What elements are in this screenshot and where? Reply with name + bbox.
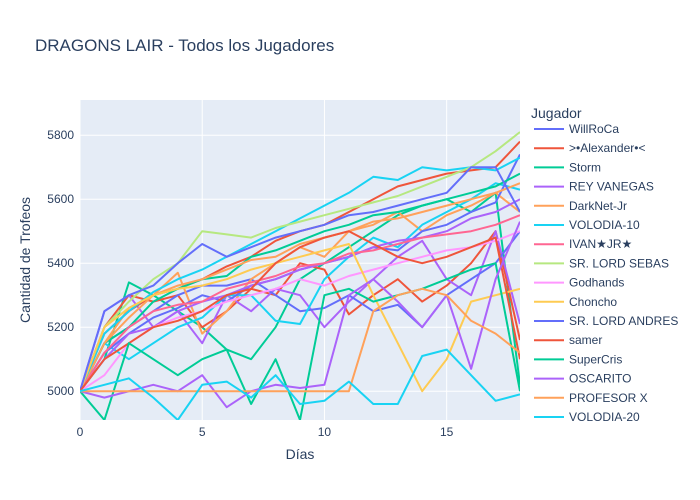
legend-label: VOLODIA-20 xyxy=(569,410,640,424)
legend-item[interactable]: IVAN★JR★ xyxy=(534,237,632,251)
y-tick-label: 5600 xyxy=(47,192,74,206)
legend-item[interactable]: Storm xyxy=(534,160,601,174)
legend-item[interactable]: OSCARITO xyxy=(534,372,631,386)
legend-label: >•Alexander•< xyxy=(569,141,645,155)
x-tick-label: 15 xyxy=(440,425,454,439)
legend-label: SuperCris xyxy=(569,352,622,366)
legend-item[interactable]: samer xyxy=(534,333,602,347)
legend-item[interactable]: >•Alexander•< xyxy=(534,141,645,155)
legend-label: Choncho xyxy=(569,295,617,309)
series-line xyxy=(80,182,520,392)
series-line xyxy=(80,166,520,392)
legend-item[interactable]: PROFESOR X xyxy=(534,391,648,405)
series-lines xyxy=(80,131,520,420)
legend-label: Godhands xyxy=(569,276,624,290)
series-line xyxy=(80,287,520,393)
legend-item[interactable]: VOLODIA-10 xyxy=(534,218,640,232)
x-tick-label: 0 xyxy=(77,425,84,439)
legend-item[interactable]: Godhands xyxy=(534,276,624,290)
y-tick-label: 5200 xyxy=(47,320,74,334)
x-axis-label: Días xyxy=(286,446,315,462)
legend-items: WillRoCa >•Alexander•< Storm REY VANEGAS Dar… xyxy=(534,122,678,424)
legend-item[interactable]: SR. LORD ANDRES xyxy=(534,314,678,328)
series-line xyxy=(80,348,520,420)
series-line xyxy=(80,262,520,420)
plot-background xyxy=(80,100,520,420)
series-line xyxy=(80,172,520,392)
legend-title: Jugador xyxy=(531,105,582,121)
legend-label: WillRoCa xyxy=(569,122,619,136)
legend-item[interactable]: VOLODIA-20 xyxy=(534,410,640,424)
legend[interactable]: Jugador WillRoCa >•Alexander•< Storm REY VA… xyxy=(531,105,678,424)
legend-label: OSCARITO xyxy=(569,372,631,386)
plot-area xyxy=(79,100,520,420)
x-axis: 0 5 10 15 xyxy=(77,425,454,439)
legend-label: REY VANEGAS xyxy=(569,180,654,194)
legend-item[interactable]: SuperCris xyxy=(534,352,622,366)
legend-label: SR. LORD ANDRES xyxy=(569,314,678,328)
legend-item[interactable]: DarkNet-Jr xyxy=(534,199,627,213)
legend-item[interactable]: Choncho xyxy=(534,295,617,309)
y-tick-label: 5400 xyxy=(47,256,74,270)
y-tick-label: 5000 xyxy=(47,384,74,398)
x-tick-label: 5 xyxy=(199,425,206,439)
y-axis-label: Cantidad de Trofeos xyxy=(17,197,33,323)
legend-label: samer xyxy=(569,333,602,347)
series-line xyxy=(80,214,520,392)
y-tick-label: 5800 xyxy=(47,128,74,142)
series-line xyxy=(80,230,520,392)
series-line xyxy=(80,243,520,393)
legend-label: IVAN★JR★ xyxy=(569,237,632,251)
legend-label: DarkNet-Jr xyxy=(569,199,627,213)
series-line xyxy=(80,131,520,392)
legend-label: PROFESOR X xyxy=(569,391,648,405)
y-axis: 5000 5200 5400 5600 5800 xyxy=(47,128,74,398)
series-line xyxy=(80,156,520,392)
chart-title: DRAGONS LAIR - Todos los Jugadores xyxy=(35,36,334,55)
x-tick-label: 10 xyxy=(318,425,332,439)
legend-label: SR. LORD SEBAS xyxy=(569,256,669,270)
legend-label: VOLODIA-10 xyxy=(569,218,640,232)
legend-item[interactable]: REY VANEGAS xyxy=(534,180,654,194)
legend-item[interactable]: SR. LORD SEBAS xyxy=(534,256,669,270)
legend-item[interactable]: WillRoCa xyxy=(534,122,619,136)
legend-label: Storm xyxy=(569,160,601,174)
